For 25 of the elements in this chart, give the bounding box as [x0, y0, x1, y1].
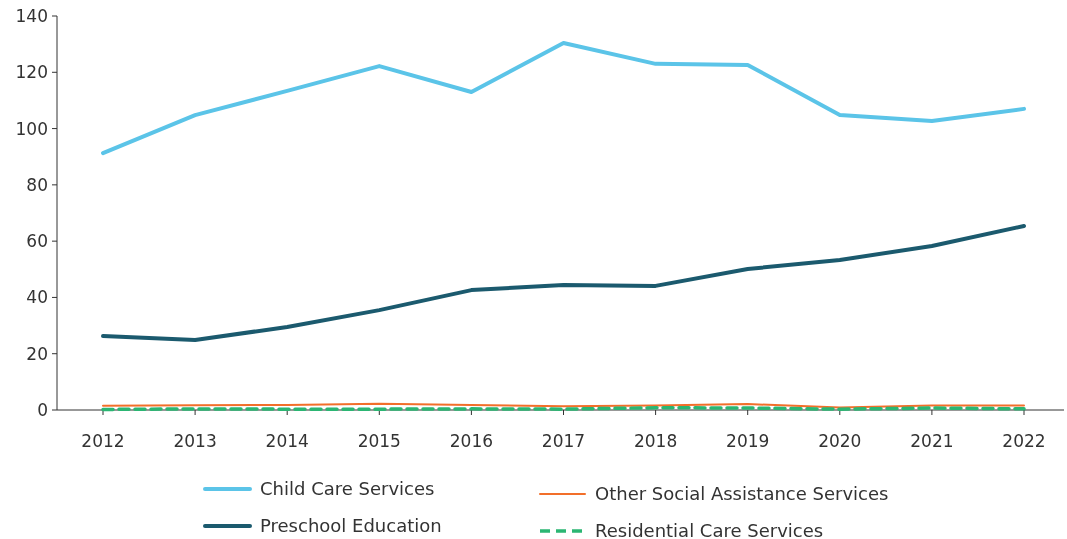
legend-label: Other Social Assistance Services: [595, 483, 889, 505]
y-tick-label: 60: [26, 231, 48, 252]
y-tick-label: 80: [26, 174, 48, 195]
line-series: [101, 41, 1026, 156]
x-tick-label: 2019: [726, 431, 770, 451]
y-tick-label: 140: [15, 5, 48, 26]
y-tick-label: 20: [26, 343, 48, 364]
x-tick-label: 2021: [910, 431, 954, 451]
x-tick-label: 2016: [449, 431, 494, 451]
legend-label: Child Care Services: [260, 478, 435, 500]
x-tick-label: 2015: [357, 431, 401, 451]
x-tick-label: 2018: [633, 431, 678, 451]
x-tick-label: 2020: [818, 431, 862, 451]
x-tick-label: 2012: [81, 431, 125, 451]
x-tick-label: 2013: [173, 431, 217, 451]
x-tick-label: 2017: [541, 431, 586, 451]
legend-label: Residential Care Services: [595, 520, 824, 539]
y-tick-label: 40: [26, 287, 48, 308]
x-tick-label: 2014: [265, 431, 309, 451]
line-series: [101, 223, 1026, 342]
y-tick-label: 100: [15, 118, 48, 139]
y-tick-label: 120: [15, 62, 48, 83]
x-tick-label: 2022: [1002, 431, 1046, 451]
y-tick-label: 0: [37, 399, 48, 420]
legend-label: Preschool Education: [260, 515, 442, 537]
